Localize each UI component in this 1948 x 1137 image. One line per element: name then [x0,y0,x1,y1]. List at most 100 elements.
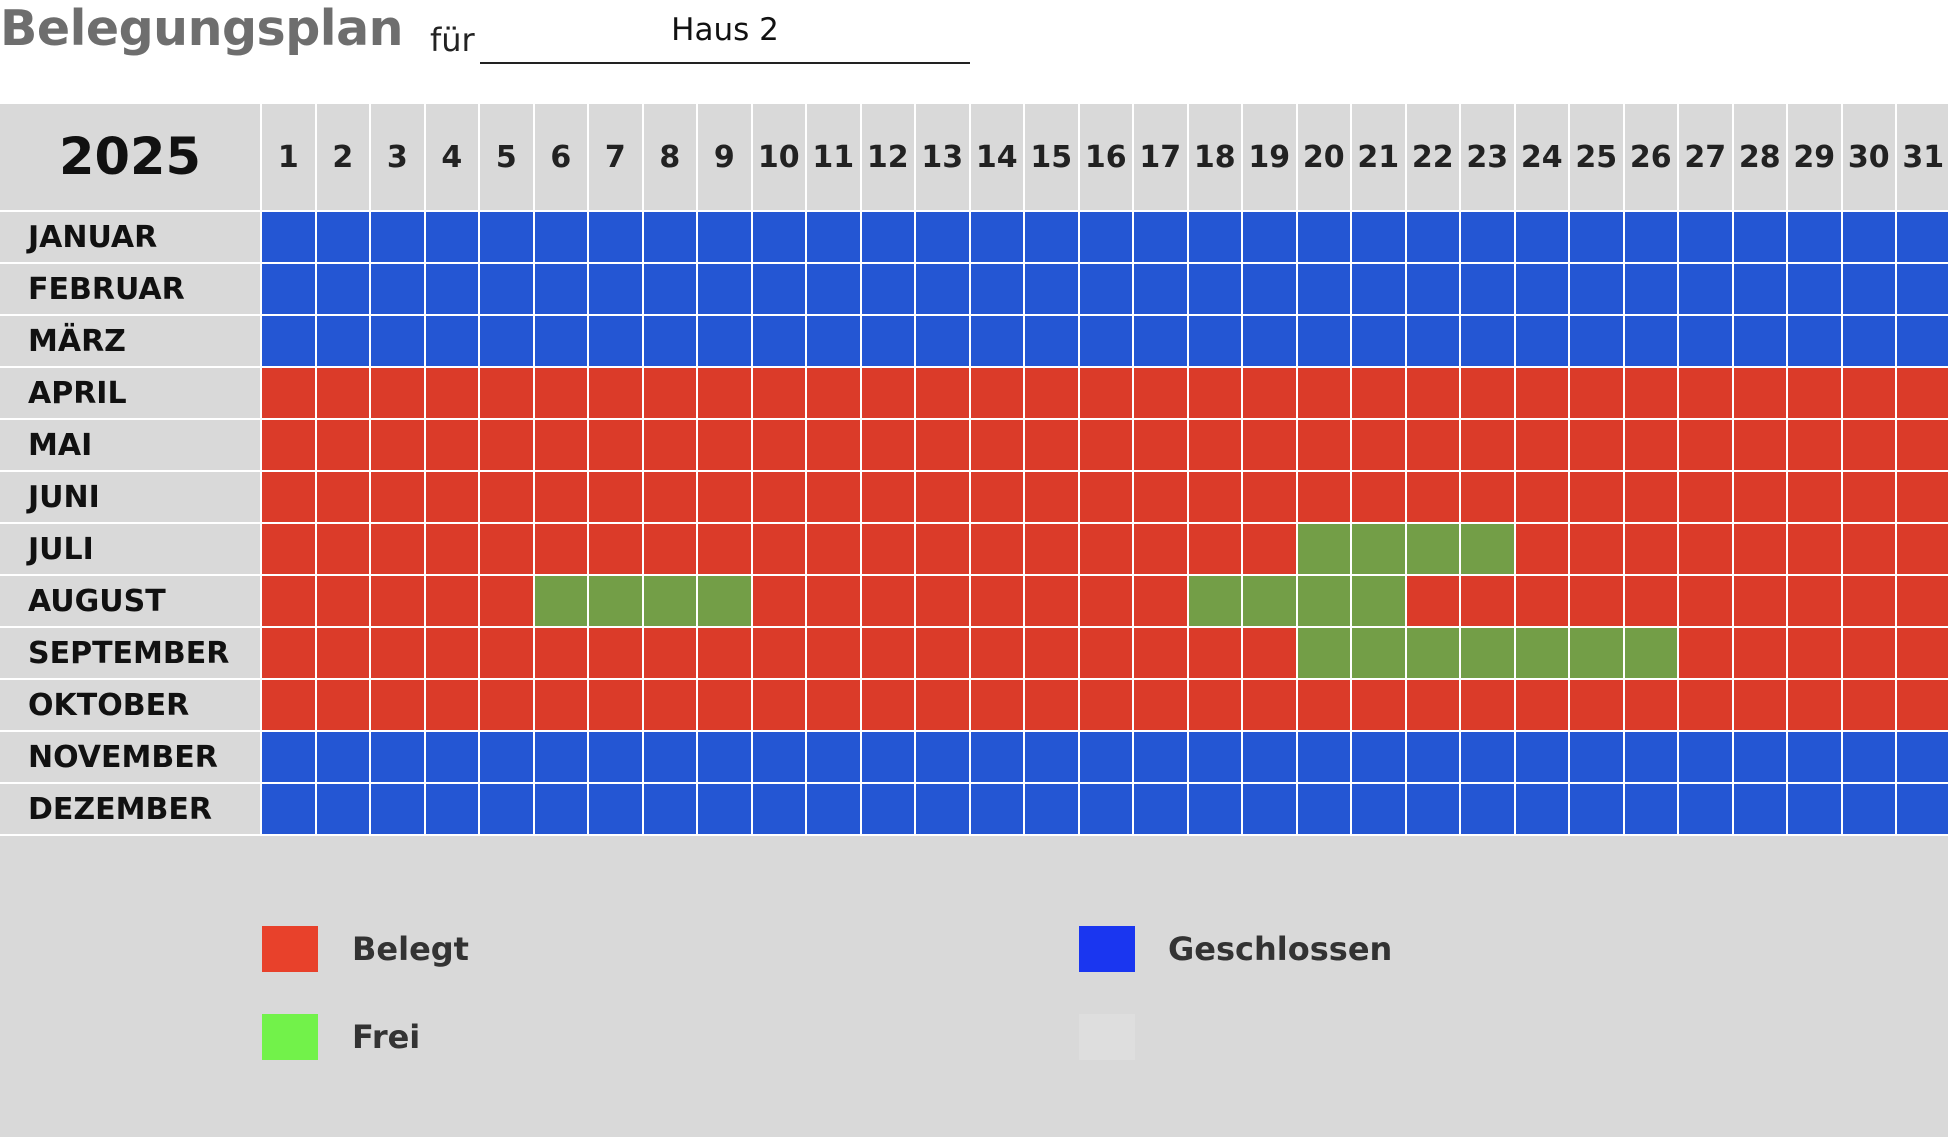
day-cell[interactable] [698,420,753,472]
day-cell[interactable] [316,212,371,264]
day-cell[interactable] [371,628,426,680]
day-cell[interactable] [534,576,589,628]
day-cell[interactable] [643,368,698,420]
day-cell[interactable] [1570,576,1625,628]
day-cell[interactable] [1188,680,1243,732]
day-cell[interactable] [262,680,317,732]
day-cell[interactable] [752,472,807,524]
day-cell[interactable] [752,524,807,576]
day-cell[interactable] [1570,264,1625,316]
day-cell[interactable] [1733,524,1788,576]
day-cell[interactable] [1188,732,1243,784]
day-cell[interactable] [316,264,371,316]
day-cell[interactable] [1570,784,1625,836]
day-cell[interactable] [1134,784,1189,836]
day-cell[interactable] [1079,264,1134,316]
day-cell[interactable] [589,628,644,680]
day-cell[interactable] [1188,420,1243,472]
day-cell[interactable] [1515,316,1570,368]
day-cell[interactable] [1679,784,1734,836]
day-cell[interactable] [1134,576,1189,628]
day-cell[interactable] [970,576,1025,628]
day-cell[interactable] [643,264,698,316]
day-cell[interactable] [1733,628,1788,680]
day-cell[interactable] [1025,576,1080,628]
day-cell[interactable] [1515,680,1570,732]
day-cell[interactable] [1624,628,1679,680]
day-cell[interactable] [534,264,589,316]
day-cell[interactable] [1188,264,1243,316]
day-cell[interactable] [1733,680,1788,732]
day-cell[interactable] [262,264,317,316]
day-cell[interactable] [1842,784,1897,836]
day-cell[interactable] [1624,784,1679,836]
day-cell[interactable] [1570,212,1625,264]
day-cell[interactable] [1788,680,1843,732]
day-cell[interactable] [1897,732,1948,784]
day-cell[interactable] [1134,524,1189,576]
day-cell[interactable] [916,680,971,732]
day-cell[interactable] [643,472,698,524]
day-cell[interactable] [425,732,480,784]
day-cell[interactable] [1297,212,1352,264]
day-cell[interactable] [1515,420,1570,472]
day-cell[interactable] [807,316,862,368]
day-cell[interactable] [1733,420,1788,472]
day-cell[interactable] [425,576,480,628]
day-cell[interactable] [1842,680,1897,732]
day-cell[interactable] [1461,628,1516,680]
day-cell[interactable] [589,212,644,264]
day-cell[interactable] [1461,420,1516,472]
day-cell[interactable] [1406,784,1461,836]
day-cell[interactable] [1897,524,1948,576]
day-cell[interactable] [916,264,971,316]
day-cell[interactable] [752,732,807,784]
day-cell[interactable] [371,264,426,316]
day-cell[interactable] [1352,264,1407,316]
day-cell[interactable] [807,784,862,836]
day-cell[interactable] [916,524,971,576]
day-cell[interactable] [1188,628,1243,680]
day-cell[interactable] [1570,420,1625,472]
day-cell[interactable] [589,524,644,576]
day-cell[interactable] [970,784,1025,836]
day-cell[interactable] [1897,472,1948,524]
day-cell[interactable] [1079,732,1134,784]
day-cell[interactable] [1461,472,1516,524]
day-cell[interactable] [1515,212,1570,264]
day-cell[interactable] [1461,576,1516,628]
day-cell[interactable] [1788,784,1843,836]
day-cell[interactable] [316,732,371,784]
day-cell[interactable] [425,264,480,316]
day-cell[interactable] [643,420,698,472]
day-cell[interactable] [1788,524,1843,576]
day-cell[interactable] [970,472,1025,524]
day-cell[interactable] [1243,212,1298,264]
day-cell[interactable] [1897,784,1948,836]
day-cell[interactable] [698,732,753,784]
day-cell[interactable] [480,472,535,524]
day-cell[interactable] [480,212,535,264]
day-cell[interactable] [480,316,535,368]
day-cell[interactable] [1679,212,1734,264]
day-cell[interactable] [262,576,317,628]
day-cell[interactable] [1624,212,1679,264]
day-cell[interactable] [1079,316,1134,368]
day-cell[interactable] [480,680,535,732]
day-cell[interactable] [1788,316,1843,368]
day-cell[interactable] [1243,264,1298,316]
day-cell[interactable] [1570,472,1625,524]
day-cell[interactable] [643,784,698,836]
day-cell[interactable] [1406,212,1461,264]
day-cell[interactable] [1134,368,1189,420]
day-cell[interactable] [1297,264,1352,316]
day-cell[interactable] [1406,316,1461,368]
day-cell[interactable] [1842,316,1897,368]
day-cell[interactable] [534,212,589,264]
day-cell[interactable] [807,472,862,524]
day-cell[interactable] [262,524,317,576]
day-cell[interactable] [316,680,371,732]
day-cell[interactable] [752,368,807,420]
day-cell[interactable] [1243,316,1298,368]
day-cell[interactable] [480,524,535,576]
